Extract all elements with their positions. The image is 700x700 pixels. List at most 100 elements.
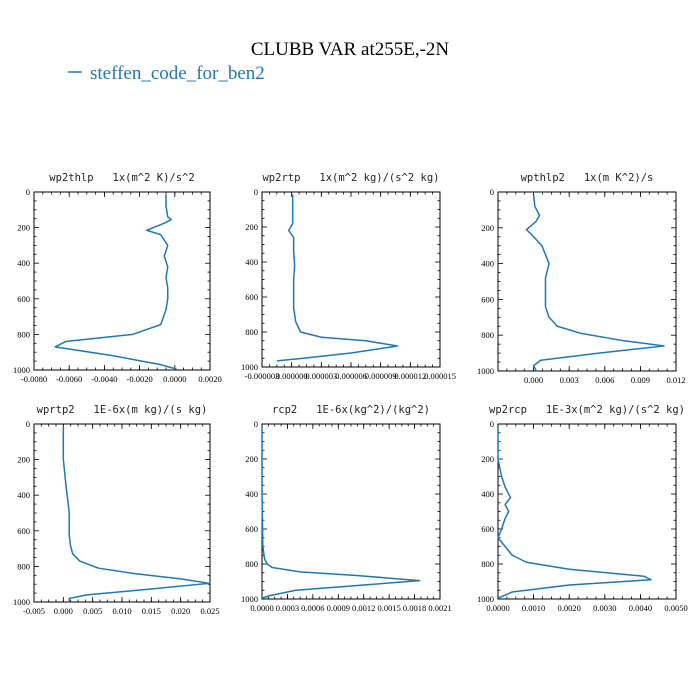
y-tick-label: 1000 — [241, 362, 258, 372]
x-tick-label: 0.000015 — [424, 371, 456, 381]
x-tick-label: 0.0010 — [522, 603, 545, 613]
x-tick-label: -0.0060 — [56, 374, 82, 384]
series-line — [525, 194, 665, 371]
y-tick-label: 800 — [17, 561, 30, 571]
x-tick-label: 0.0021 — [428, 603, 451, 613]
series-line — [497, 426, 652, 599]
y-tick-label: 1000 — [13, 365, 30, 375]
legend-label: steffen_code_for_ben2 — [90, 63, 265, 84]
y-tick-label: 1000 — [477, 594, 494, 604]
y-tick-label: 400 — [245, 257, 258, 267]
plot-frame — [33, 191, 211, 371]
chart-panel-1: wp2thlp 1x(m^2 K)/s^2 -0.0080 -0.0060 -0.00… — [13, 172, 222, 384]
x-tick-label: 0.010 — [112, 606, 131, 616]
y-tick-label: 800 — [17, 329, 30, 339]
y-tick-label: 0 — [26, 187, 30, 197]
y-tick-label: 200 — [245, 222, 258, 232]
x-tick-label: 0.0015 — [377, 603, 400, 613]
y-tick-label: 800 — [481, 559, 494, 569]
x-tick-label: -0.000003 — [245, 371, 280, 381]
y-tick-label: 1000 — [241, 594, 258, 604]
y-tick-label: 0 — [254, 419, 258, 429]
x-tick-label: 0.0018 — [403, 603, 426, 613]
x-tick-label: 0.0040 — [629, 603, 652, 613]
series-line — [261, 426, 421, 599]
panel-title: wp2rcp 1E-3x(m^2 kg)/(s^2 kg) — [489, 404, 685, 416]
panel-title: wp2rtp 1x(m^2 kg)/(s^2 kg) — [262, 172, 439, 184]
y-tick-label: 0 — [490, 419, 494, 429]
y-tick-label: 600 — [481, 294, 494, 304]
series-line — [62, 426, 211, 602]
y-tick-label: 800 — [481, 330, 494, 340]
x-tick-label: 0.000012 — [394, 371, 426, 381]
panel-title: rcp2 1E-6x(kg^2)/(kg^2) — [272, 404, 430, 416]
figure-title: CLUBB VAR at255E,-2N — [251, 39, 450, 60]
series-line — [54, 194, 177, 370]
x-tick-label: 0.0000 — [163, 374, 186, 384]
x-tick-label: 0.0020 — [558, 603, 581, 613]
y-tick-label: 200 — [17, 455, 30, 465]
chart-panels: wp2thlp 1x(m^2 K)/s^2 -0.0080 -0.0060 -0.00… — [13, 172, 688, 616]
y-tick-label: 200 — [17, 223, 30, 233]
x-tick-label: 0.0050 — [664, 603, 687, 613]
y-tick-label: 400 — [17, 258, 30, 268]
x-tick-label: 0.000003 — [305, 371, 337, 381]
y-tick-label: 0 — [490, 187, 494, 197]
x-tick-label: 0.0009 — [327, 603, 350, 613]
x-tick-label: 0.003 — [560, 375, 579, 385]
y-tick-label: 400 — [17, 490, 30, 500]
x-tick-label: -0.005 — [23, 606, 45, 616]
x-tick-label: 0.025 — [200, 606, 219, 616]
y-tick-label: 600 — [17, 294, 30, 304]
x-tick-label: 0.0012 — [352, 603, 375, 613]
y-tick-label: 1000 — [13, 597, 30, 607]
y-tick-label: 800 — [245, 327, 258, 337]
x-tick-label: 0.020 — [171, 606, 190, 616]
plot-frame — [497, 423, 677, 600]
y-tick-label: 200 — [481, 223, 494, 233]
y-tick-label: 800 — [245, 559, 258, 569]
y-tick-label: 0 — [26, 419, 30, 429]
x-tick-label: 0.0020 — [198, 374, 221, 384]
x-tick-label: 0.006 — [595, 375, 614, 385]
panel-title: wp2thlp 1x(m^2 K)/s^2 — [49, 172, 194, 184]
panel-title: wprtp2 1E-6x(m kg)/(s kg) — [37, 404, 208, 416]
x-tick-label: -0.0040 — [91, 374, 117, 384]
chart-panel-6: wp2rcp 1E-3x(m^2 kg)/(s^2 kg) 0.0000 0.001… — [477, 404, 688, 613]
y-tick-label: 600 — [17, 526, 30, 536]
y-tick-label: 200 — [245, 454, 258, 464]
y-tick-label: 400 — [481, 489, 494, 499]
chart-panel-2: wp2rtp 1x(m^2 kg)/(s^2 kg) -0.000003 0.000… — [241, 172, 456, 381]
x-tick-label: 0.0006 — [301, 603, 324, 613]
x-tick-label: 0.005 — [83, 606, 102, 616]
chart-panel-4: wprtp2 1E-6x(m kg)/(s kg) -0.005 0.000 0.00… — [13, 404, 220, 616]
series-line — [276, 194, 399, 362]
plot-frame — [261, 191, 441, 368]
y-tick-label: 0 — [254, 187, 258, 197]
y-tick-label: 1000 — [477, 366, 494, 376]
x-tick-label: -0.0020 — [126, 374, 152, 384]
plot-frame — [261, 423, 441, 600]
x-tick-label: 0.000006 — [335, 371, 367, 381]
x-tick-label: 0.015 — [142, 606, 161, 616]
y-tick-label: 200 — [481, 454, 494, 464]
x-tick-label: 0.000 — [524, 375, 543, 385]
y-tick-label: 600 — [481, 524, 494, 534]
y-tick-label: 400 — [245, 489, 258, 499]
x-tick-label: 0.0030 — [593, 603, 616, 613]
y-tick-label: 600 — [245, 292, 258, 302]
y-tick-label: 600 — [245, 524, 258, 534]
chart-panel-3: wpthlp2 1x(m K^2)/s 0.000 0.003 0.006 0.009 0… — [477, 172, 686, 385]
x-tick-label: 0.0000 — [486, 603, 509, 613]
plot-frame — [33, 423, 211, 603]
panel-title: wpthlp2 1x(m K^2)/s — [521, 172, 654, 184]
legend: steffen_code_for_ben2 — [68, 63, 265, 84]
chart-panel-5: rcp2 1E-6x(kg^2)/(kg^2)0.0000 0.0003 0.000… — [241, 404, 452, 613]
x-tick-label: 0.0000 — [250, 603, 273, 613]
x-tick-label: 0.012 — [666, 375, 685, 385]
x-tick-label: 0.000009 — [365, 371, 397, 381]
y-tick-label: 400 — [481, 259, 494, 269]
x-tick-label: 0.000 — [54, 606, 73, 616]
x-tick-label: 0.0003 — [276, 603, 299, 613]
